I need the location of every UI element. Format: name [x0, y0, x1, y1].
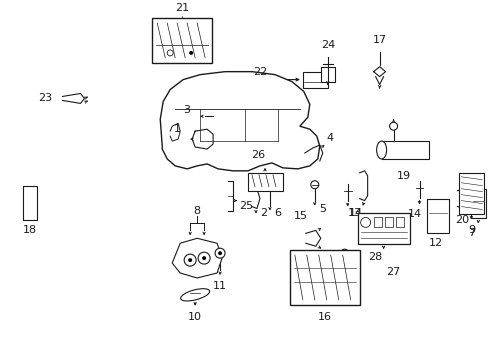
Text: 18: 18: [22, 225, 37, 235]
Bar: [302, 72, 327, 87]
Circle shape: [212, 112, 220, 120]
Ellipse shape: [180, 289, 209, 301]
Text: 4: 4: [325, 133, 333, 143]
Circle shape: [265, 179, 273, 187]
Text: 11: 11: [213, 281, 226, 291]
Text: 22: 22: [252, 67, 266, 77]
Circle shape: [184, 254, 196, 266]
Text: 5: 5: [319, 203, 325, 213]
Text: 24: 24: [320, 40, 334, 50]
Text: 10: 10: [188, 312, 202, 321]
Text: 19: 19: [396, 171, 410, 181]
Text: 27: 27: [386, 267, 400, 277]
Text: 14: 14: [348, 208, 362, 219]
Circle shape: [218, 251, 222, 255]
Text: 7: 7: [467, 228, 474, 238]
Circle shape: [188, 258, 192, 262]
Text: 8: 8: [193, 206, 200, 216]
Text: 14: 14: [407, 210, 421, 220]
Text: 3: 3: [183, 105, 190, 115]
Text: 12: 12: [427, 238, 442, 248]
Text: 15: 15: [293, 211, 307, 221]
Bar: [357, 212, 408, 244]
Bar: [320, 67, 334, 82]
Text: 26: 26: [250, 150, 264, 160]
Circle shape: [389, 122, 397, 130]
Bar: [247, 173, 283, 191]
Bar: [470, 189, 486, 219]
Text: 28: 28: [368, 252, 382, 262]
Bar: [289, 250, 359, 305]
Bar: [458, 173, 483, 215]
Bar: [427, 199, 448, 233]
Text: 17: 17: [372, 35, 386, 45]
Text: 20: 20: [454, 215, 468, 225]
Text: 21: 21: [175, 3, 189, 13]
Text: 9: 9: [467, 225, 474, 235]
Ellipse shape: [376, 141, 386, 159]
Text: 25: 25: [239, 201, 253, 211]
Circle shape: [189, 51, 193, 55]
Bar: [395, 217, 403, 228]
Circle shape: [360, 217, 370, 228]
Circle shape: [310, 181, 318, 189]
Circle shape: [340, 249, 348, 257]
Circle shape: [202, 256, 205, 260]
Bar: [381, 141, 428, 159]
Text: 23: 23: [39, 94, 52, 103]
Bar: [22, 186, 37, 220]
Text: 13: 13: [347, 207, 361, 217]
Bar: [152, 18, 212, 63]
Polygon shape: [160, 72, 319, 171]
Text: 1: 1: [173, 124, 181, 134]
Text: 5: 5: [341, 281, 347, 291]
Bar: [384, 217, 392, 228]
Polygon shape: [172, 238, 222, 278]
Text: 16: 16: [317, 312, 331, 321]
Text: 6: 6: [274, 208, 281, 219]
Circle shape: [198, 252, 210, 264]
Circle shape: [215, 248, 224, 258]
Bar: [373, 217, 381, 228]
Text: 2: 2: [260, 208, 267, 219]
